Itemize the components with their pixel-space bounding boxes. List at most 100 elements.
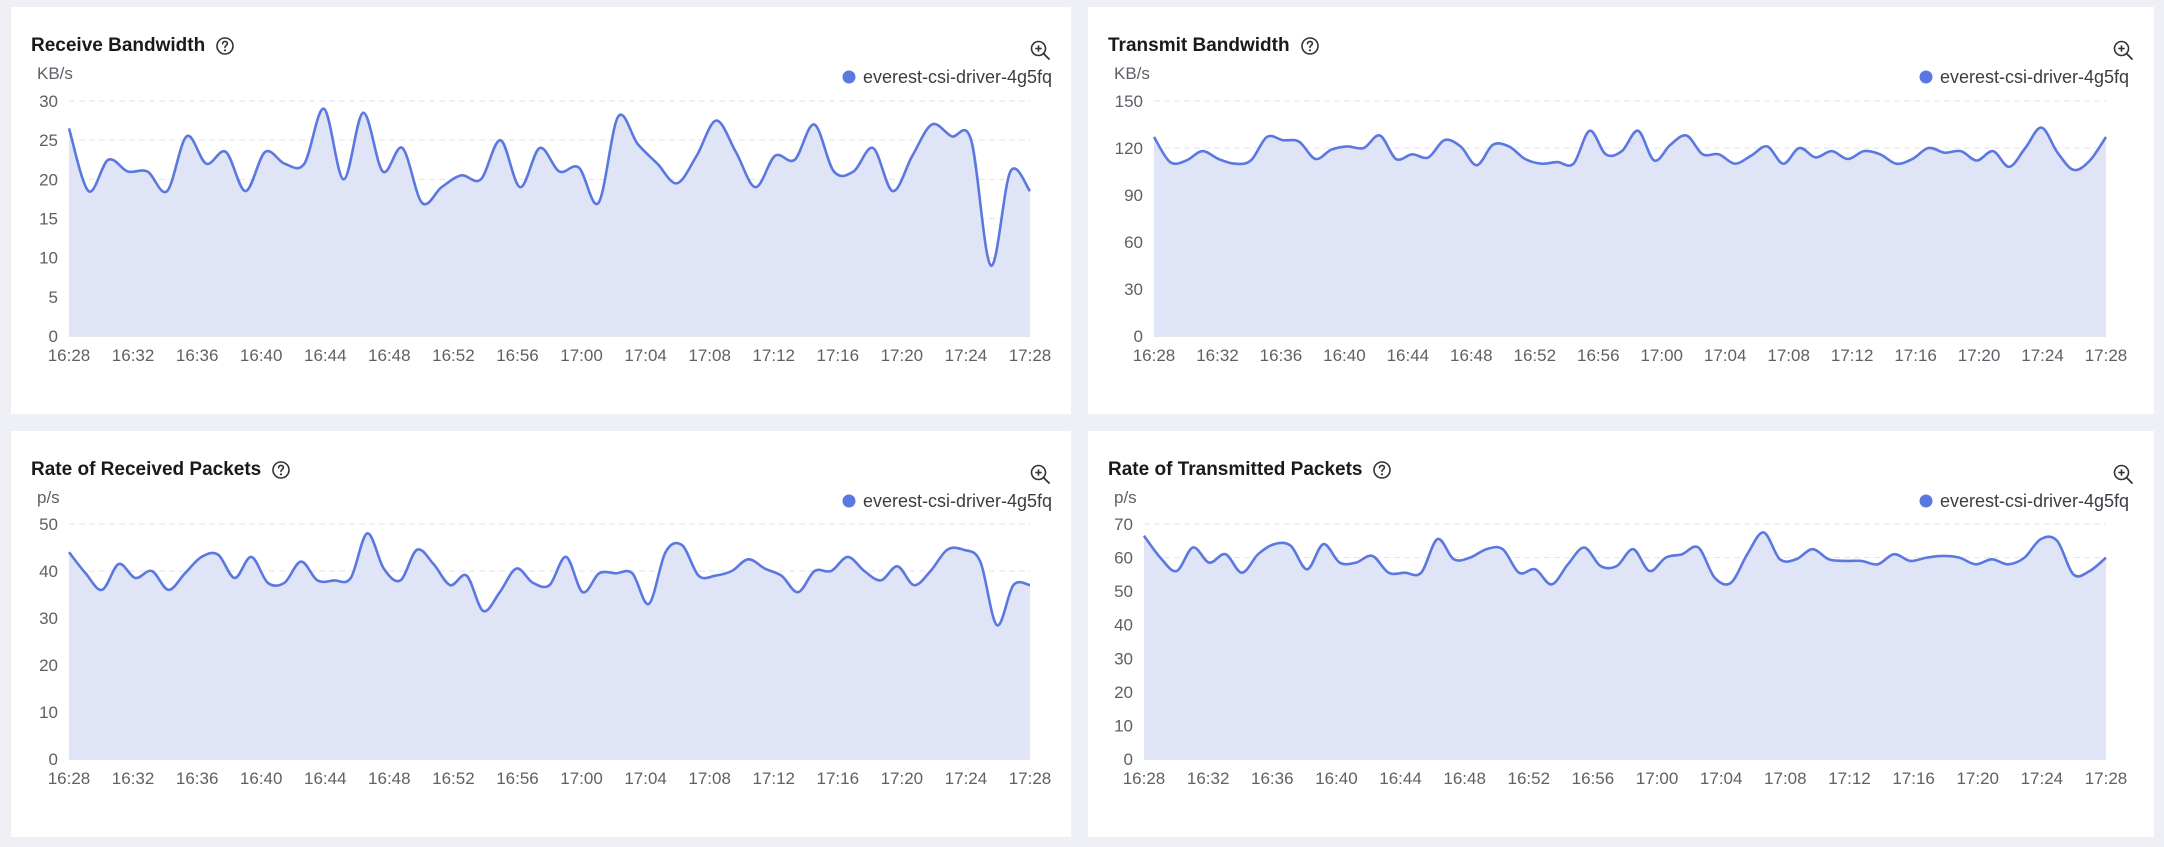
x-tick-label: 16:40 [1323, 346, 1366, 365]
x-tick-label: 16:56 [496, 769, 539, 788]
x-tick-label: 16:32 [112, 769, 155, 788]
zoom-in-icon[interactable] [2112, 463, 2134, 485]
series-line [1142, 531, 2107, 586]
series-area [1144, 532, 2106, 759]
x-tick-label: 17:12 [752, 769, 795, 788]
x-axis-tick-labels: 16:28 16:32 16:36 16:40 16:44 16:48 16:52 16:56… [48, 769, 1052, 788]
x-tick-label: 17:16 [817, 769, 860, 788]
y-axis-unit: KB/s [1114, 64, 1150, 83]
y-tick-label: 50 [39, 515, 58, 534]
x-tick-label: 16:32 [1187, 769, 1230, 788]
y-tick-label: 30 [1124, 280, 1143, 299]
y-tick-label: 20 [1114, 683, 1133, 702]
series-line [1152, 126, 2108, 172]
x-tick-label: 16:48 [368, 769, 411, 788]
x-tick-label: 17:00 [560, 769, 603, 788]
legend-label[interactable]: everest-csi-driver-4g5fq [863, 67, 1052, 87]
x-tick-label: 16:40 [240, 346, 283, 365]
panel-title-text: Transmit Bandwidth [1108, 35, 1290, 56]
x-tick-label: 16:56 [1577, 346, 1620, 365]
x-tick-label: 16:28 [1123, 769, 1166, 788]
x-tick-label: 17:20 [881, 769, 924, 788]
x-tick-label: 16:36 [1251, 769, 1294, 788]
y-axis-tick-labels: 0 5 10 15 20 25 30 [39, 92, 58, 346]
x-tick-label: 17:28 [1009, 769, 1052, 788]
y-tick-label: 0 [1124, 750, 1133, 769]
help-circle-icon[interactable] [271, 460, 291, 480]
x-tick-label: 16:28 [48, 769, 91, 788]
x-tick-label: 16:56 [1572, 769, 1615, 788]
legend-label[interactable]: everest-csi-driver-4g5fq [863, 491, 1052, 511]
x-tick-label: 17:24 [945, 346, 988, 365]
x-tick-label: 17:08 [1767, 346, 1810, 365]
x-tick-label: 17:24 [2021, 769, 2064, 788]
x-tick-label: 16:40 [1315, 769, 1358, 788]
x-tick-label: 17:12 [752, 346, 795, 365]
y-axis-unit: KB/s [37, 64, 73, 83]
panel-title: Rate of Transmitted Packets [1108, 459, 1392, 481]
x-tick-label: 17:04 [624, 769, 667, 788]
x-tick-label: 16:28 [1133, 346, 1176, 365]
x-tick-label: 17:08 [688, 769, 731, 788]
x-tick-label: 17:12 [1831, 346, 1874, 365]
y-tick-label: 30 [39, 92, 58, 111]
x-tick-label: 17:20 [1958, 346, 2001, 365]
x-tick-label: 17:28 [2085, 346, 2128, 365]
legend-label[interactable]: everest-csi-driver-4g5fq [1940, 491, 2129, 511]
y-tick-label: 90 [1124, 186, 1143, 205]
x-tick-label: 17:24 [945, 769, 988, 788]
series-area [69, 108, 1030, 336]
panel-title-text: Receive Bandwidth [31, 35, 206, 56]
x-tick-label: 17:08 [1764, 769, 1807, 788]
x-tick-label: 16:28 [48, 346, 91, 365]
legend-marker [842, 494, 856, 508]
y-tick-label: 15 [39, 210, 58, 229]
x-tick-label: 17:28 [1009, 346, 1052, 365]
x-tick-label: 16:52 [1514, 346, 1557, 365]
transmitted-packets-chart: p/s everest-csi-driver-4g5fq 0 10 20 30 40 50… [1114, 488, 2129, 788]
x-tick-label: 17:04 [1700, 769, 1743, 788]
y-tick-label: 50 [1114, 582, 1133, 601]
y-tick-label: 40 [39, 562, 58, 581]
y-axis-unit: p/s [1114, 488, 1137, 507]
x-tick-label: 16:32 [1196, 346, 1239, 365]
y-tick-label: 10 [1114, 716, 1133, 735]
y-tick-label: 30 [39, 609, 58, 628]
legend-label[interactable]: everest-csi-driver-4g5fq [1940, 67, 2129, 87]
x-tick-label: 17:20 [1956, 769, 1999, 788]
transmitted-packets-panel: Rate of Transmitted Packets p/s everest-… [1088, 431, 2154, 837]
x-tick-label: 16:48 [1443, 769, 1486, 788]
y-tick-label: 20 [39, 656, 58, 675]
help-circle-icon[interactable] [215, 36, 235, 56]
y-tick-label: 10 [39, 703, 58, 722]
legend-marker [1919, 70, 1933, 84]
x-tick-label: 17:04 [1704, 346, 1747, 365]
zoom-in-icon[interactable] [1029, 463, 1051, 485]
y-tick-label: 25 [39, 131, 58, 150]
x-tick-label: 16:32 [112, 346, 155, 365]
y-tick-label: 20 [39, 170, 58, 189]
zoom-in-icon[interactable] [2112, 39, 2134, 61]
x-tick-label: 17:00 [560, 346, 603, 365]
x-tick-label: 17:08 [688, 346, 731, 365]
x-tick-label: 16:52 [432, 769, 475, 788]
legend-marker [1919, 494, 1933, 508]
x-tick-label: 16:36 [1260, 346, 1303, 365]
x-tick-label: 16:52 [1508, 769, 1551, 788]
x-tick-label: 16:44 [1387, 346, 1430, 365]
x-tick-label: 16:36 [176, 346, 219, 365]
panel-title-text: Rate of Transmitted Packets [1108, 459, 1363, 480]
received-packets-chart: p/s everest-csi-driver-4g5fq 0 10 20 30 40 50… [37, 488, 1052, 788]
x-tick-label: 17:00 [1640, 346, 1683, 365]
y-tick-label: 40 [1114, 616, 1133, 635]
zoom-in-icon[interactable] [1029, 39, 1051, 61]
receive-bandwidth-chart: KB/s everest-csi-driver-4g5fq 0 5 10 15 20 25… [37, 64, 1052, 365]
x-tick-label: 17:28 [2085, 769, 2128, 788]
x-tick-label: 16:48 [1450, 346, 1493, 365]
help-circle-icon[interactable] [1372, 460, 1392, 480]
x-axis-tick-labels: 16:28 16:32 16:36 16:40 16:44 16:48 16:52 16:56… [1123, 769, 2128, 788]
panel-title: Rate of Received Packets [31, 459, 291, 481]
y-axis-tick-labels: 0 10 20 30 40 50 60 70 [1114, 515, 1133, 769]
x-axis-tick-labels: 16:28 16:32 16:36 16:40 16:44 16:48 16:52 16:56… [48, 346, 1052, 365]
help-circle-icon[interactable] [1300, 36, 1320, 56]
